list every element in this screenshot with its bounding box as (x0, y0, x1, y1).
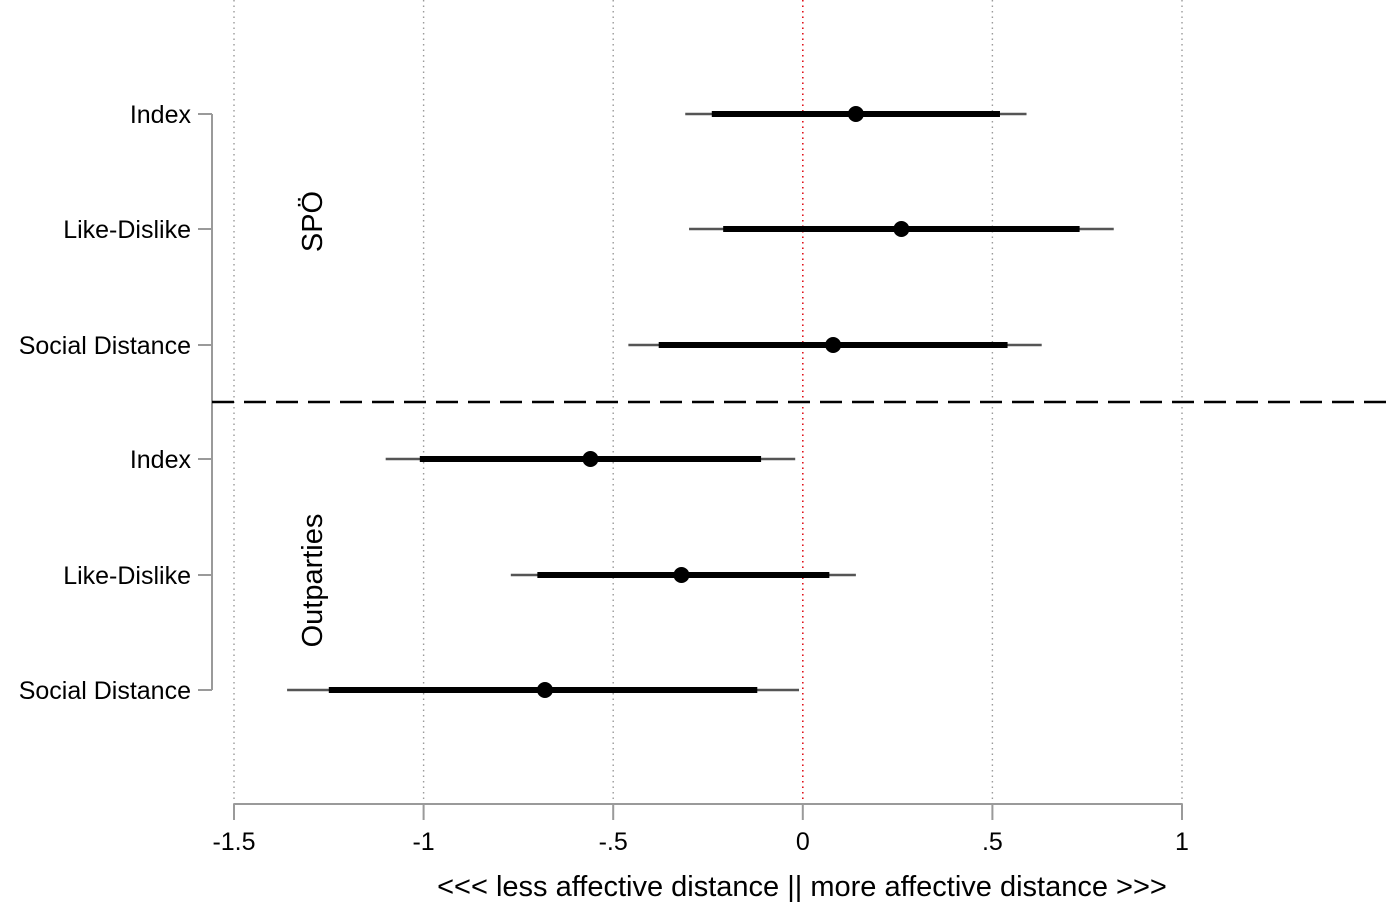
row-labels: Index Like-Dislike Social Distance SPÖ Index… (19, 101, 329, 705)
group-label: SPÖ (297, 191, 329, 252)
estimate-point (825, 337, 842, 353)
row-label: Social Distance (19, 332, 191, 360)
row-label: Index (130, 101, 192, 129)
estimate-point (847, 106, 864, 122)
x-tick-label: 1 (1175, 828, 1189, 856)
estimate-point (673, 567, 690, 583)
row-label: Index (130, 446, 192, 474)
estimate-marks (287, 106, 1114, 698)
estimate-point (536, 682, 553, 698)
row-label: Social Distance (19, 677, 191, 705)
x-tick-label: -1 (412, 828, 434, 856)
x-tick-label: 0 (796, 828, 810, 856)
x-tick-label: .5 (982, 828, 1003, 856)
x-axis: -1.5 -1 -.5 0 .5 1 (212, 803, 1189, 856)
group-bracket (198, 113, 1393, 691)
x-tick-label: -.5 (599, 828, 628, 856)
row-label: Like-Dislike (63, 562, 191, 590)
group-label: Outparties (297, 514, 329, 648)
x-axis-title: <<< less affective distance || more affe… (437, 871, 1167, 903)
row-label: Like-Dislike (63, 216, 191, 244)
estimate-point (893, 221, 910, 237)
estimate-point (582, 451, 599, 467)
x-tick-label: -1.5 (212, 828, 255, 856)
